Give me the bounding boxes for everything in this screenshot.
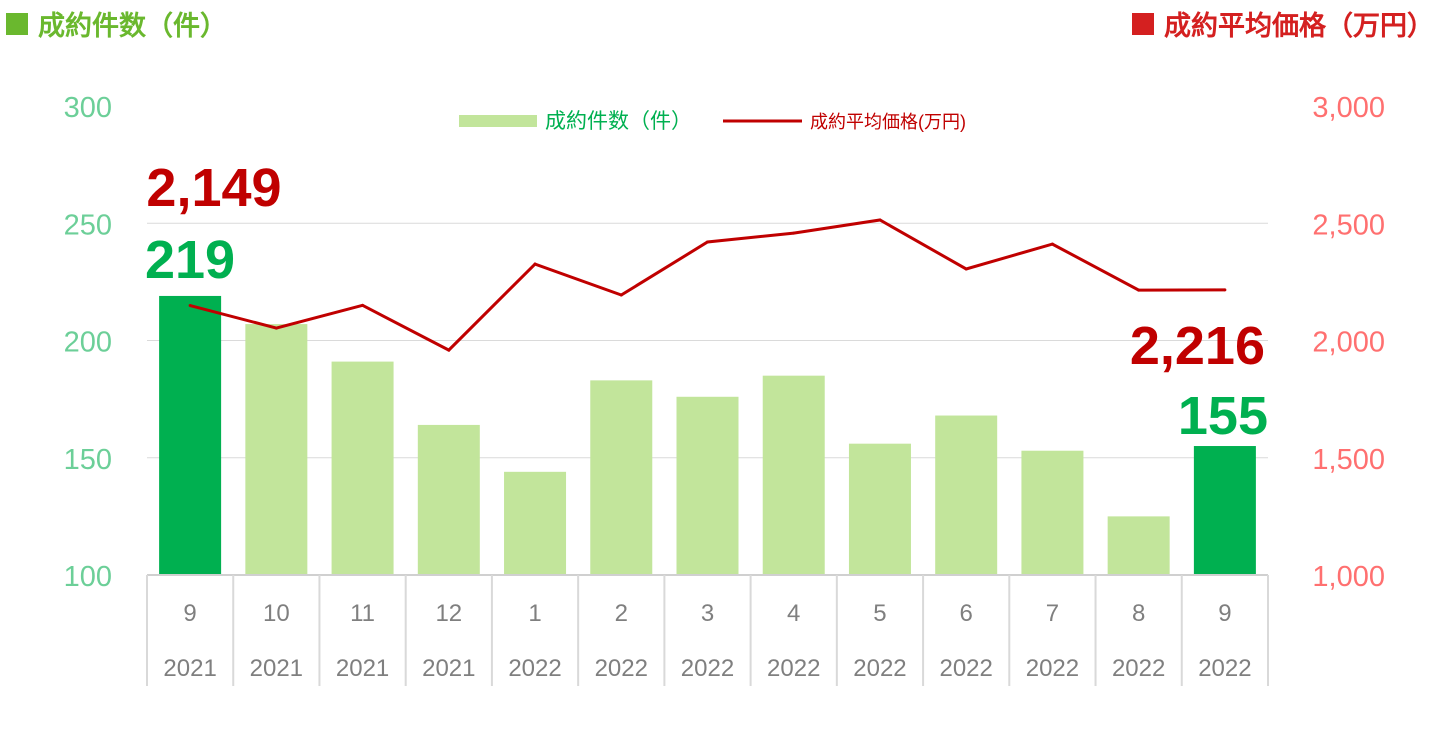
right-axis-title: 成約平均価格（万円） <box>1132 4 1434 43</box>
year-label: 2022 <box>1026 655 1079 682</box>
legend-bar-label: 成約件数（件） <box>545 110 692 133</box>
left-tick-label: 300 <box>64 92 112 124</box>
month-label: 12 <box>435 600 462 627</box>
left-axis-title: 成約件数（件） <box>6 4 227 43</box>
bar <box>331 361 394 575</box>
bar <box>1021 450 1084 575</box>
annotation-price-end: 2,216 <box>1130 316 1265 376</box>
price-point <box>533 262 537 266</box>
price-point <box>1223 288 1227 292</box>
right-tick-label: 2,000 <box>1312 327 1385 359</box>
annotation-price-start: 2,149 <box>146 158 281 218</box>
year-label: 2021 <box>163 655 216 682</box>
annotation-count-start: 219 <box>145 230 235 290</box>
year-label: 2021 <box>250 655 303 682</box>
price-point <box>361 303 365 307</box>
red-square-icon <box>1132 12 1154 35</box>
month-label: 9 <box>1218 600 1231 627</box>
price-line <box>189 218 1225 352</box>
price-point <box>1050 242 1054 246</box>
month-label: 9 <box>183 600 196 627</box>
bar <box>935 415 998 575</box>
price-point <box>1137 288 1141 292</box>
right-tick-label: 1,000 <box>1312 561 1385 593</box>
bar <box>848 443 911 575</box>
year-label: 2022 <box>767 655 820 682</box>
legend-bar-swatch <box>459 115 537 127</box>
left-tick-label: 250 <box>64 209 112 241</box>
year-label: 2022 <box>595 655 648 682</box>
left-tick-label: 150 <box>64 444 112 476</box>
price-point <box>619 293 623 297</box>
year-label: 2022 <box>1112 655 1165 682</box>
year-label: 2022 <box>1198 655 1251 682</box>
year-label: 2022 <box>939 655 992 682</box>
price-point <box>447 348 451 352</box>
month-label: 4 <box>787 600 800 627</box>
annotation-count-end: 155 <box>1178 386 1268 446</box>
bar <box>1107 516 1170 575</box>
month-label: 6 <box>960 600 973 627</box>
year-label: 2021 <box>336 655 389 682</box>
bar <box>590 380 653 575</box>
left-tick-label: 100 <box>64 561 112 593</box>
month-label: 11 <box>350 600 375 627</box>
price-point <box>188 304 192 308</box>
bar <box>1193 446 1256 575</box>
month-label: 10 <box>263 600 290 627</box>
right-tick-label: 2,500 <box>1312 209 1385 241</box>
bar <box>676 396 739 575</box>
month-label: 1 <box>528 600 541 627</box>
price-point <box>792 231 796 235</box>
year-label: 2022 <box>853 655 906 682</box>
price-point <box>964 267 968 271</box>
legend-line-label: 成約平均価格(万円) <box>810 112 966 132</box>
left-title-text: 成約件数（件） <box>38 11 227 42</box>
month-label: 5 <box>873 600 886 627</box>
year-label: 2022 <box>681 655 734 682</box>
price-point <box>878 218 882 222</box>
price-point <box>274 326 278 330</box>
price-point <box>706 240 709 244</box>
left-tick-label: 200 <box>64 327 112 359</box>
bar <box>504 471 567 575</box>
green-square-icon <box>6 12 28 35</box>
year-label: 2022 <box>508 655 561 682</box>
bar <box>159 295 222 575</box>
year-label: 2021 <box>422 655 475 682</box>
month-label: 7 <box>1046 600 1059 627</box>
bar <box>245 324 308 575</box>
right-tick-label: 3,000 <box>1312 92 1385 124</box>
month-label: 8 <box>1132 600 1145 627</box>
right-title-text: 成約平均価格（万円） <box>1164 11 1434 42</box>
bar <box>417 424 480 575</box>
bar <box>762 375 825 575</box>
right-tick-label: 1,500 <box>1312 444 1385 476</box>
month-label: 2 <box>615 600 628 627</box>
month-label: 3 <box>701 600 714 627</box>
